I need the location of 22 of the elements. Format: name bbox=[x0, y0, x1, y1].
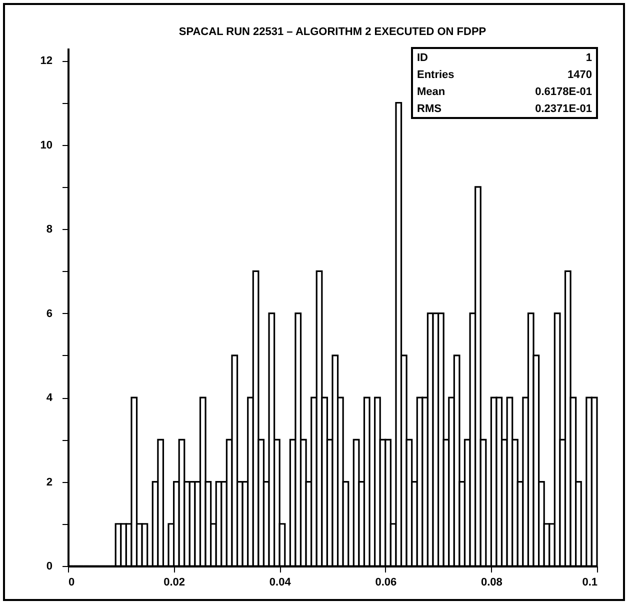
annotation: 1 bbox=[586, 52, 592, 64]
annotation: 1470 bbox=[568, 69, 592, 81]
x-tick-label: 0.06 bbox=[375, 576, 397, 588]
annotation: ID bbox=[417, 52, 428, 64]
x-tick-label: 0.1 bbox=[582, 576, 598, 588]
y-tick-label: 4 bbox=[46, 392, 54, 404]
annotation: 0.2371E-01 bbox=[535, 103, 592, 115]
y-tick-label: 10 bbox=[40, 139, 52, 152]
annotation: 0.6178E-01 bbox=[535, 86, 592, 98]
y-tick-label: 12 bbox=[40, 55, 52, 68]
annotation: Entries bbox=[417, 69, 454, 81]
y-tick-label: 8 bbox=[46, 224, 52, 236]
x-tick-label: 0.08 bbox=[480, 576, 502, 588]
annotation: Mean bbox=[417, 86, 446, 98]
y-tick-label: 0 bbox=[46, 560, 52, 572]
y-tick-label: 2 bbox=[46, 476, 52, 488]
y-tick-label: 6 bbox=[46, 308, 52, 320]
x-tick-label: 0.04 bbox=[269, 576, 292, 588]
x-tick-label: 0.02 bbox=[164, 576, 186, 588]
chart-title: SPACAL RUN 22531 – ALGORITHM 2 EXECUTED ON FDPP bbox=[178, 26, 486, 38]
x-tick-label: 0 bbox=[68, 576, 75, 588]
annotation: RMS bbox=[417, 103, 442, 115]
